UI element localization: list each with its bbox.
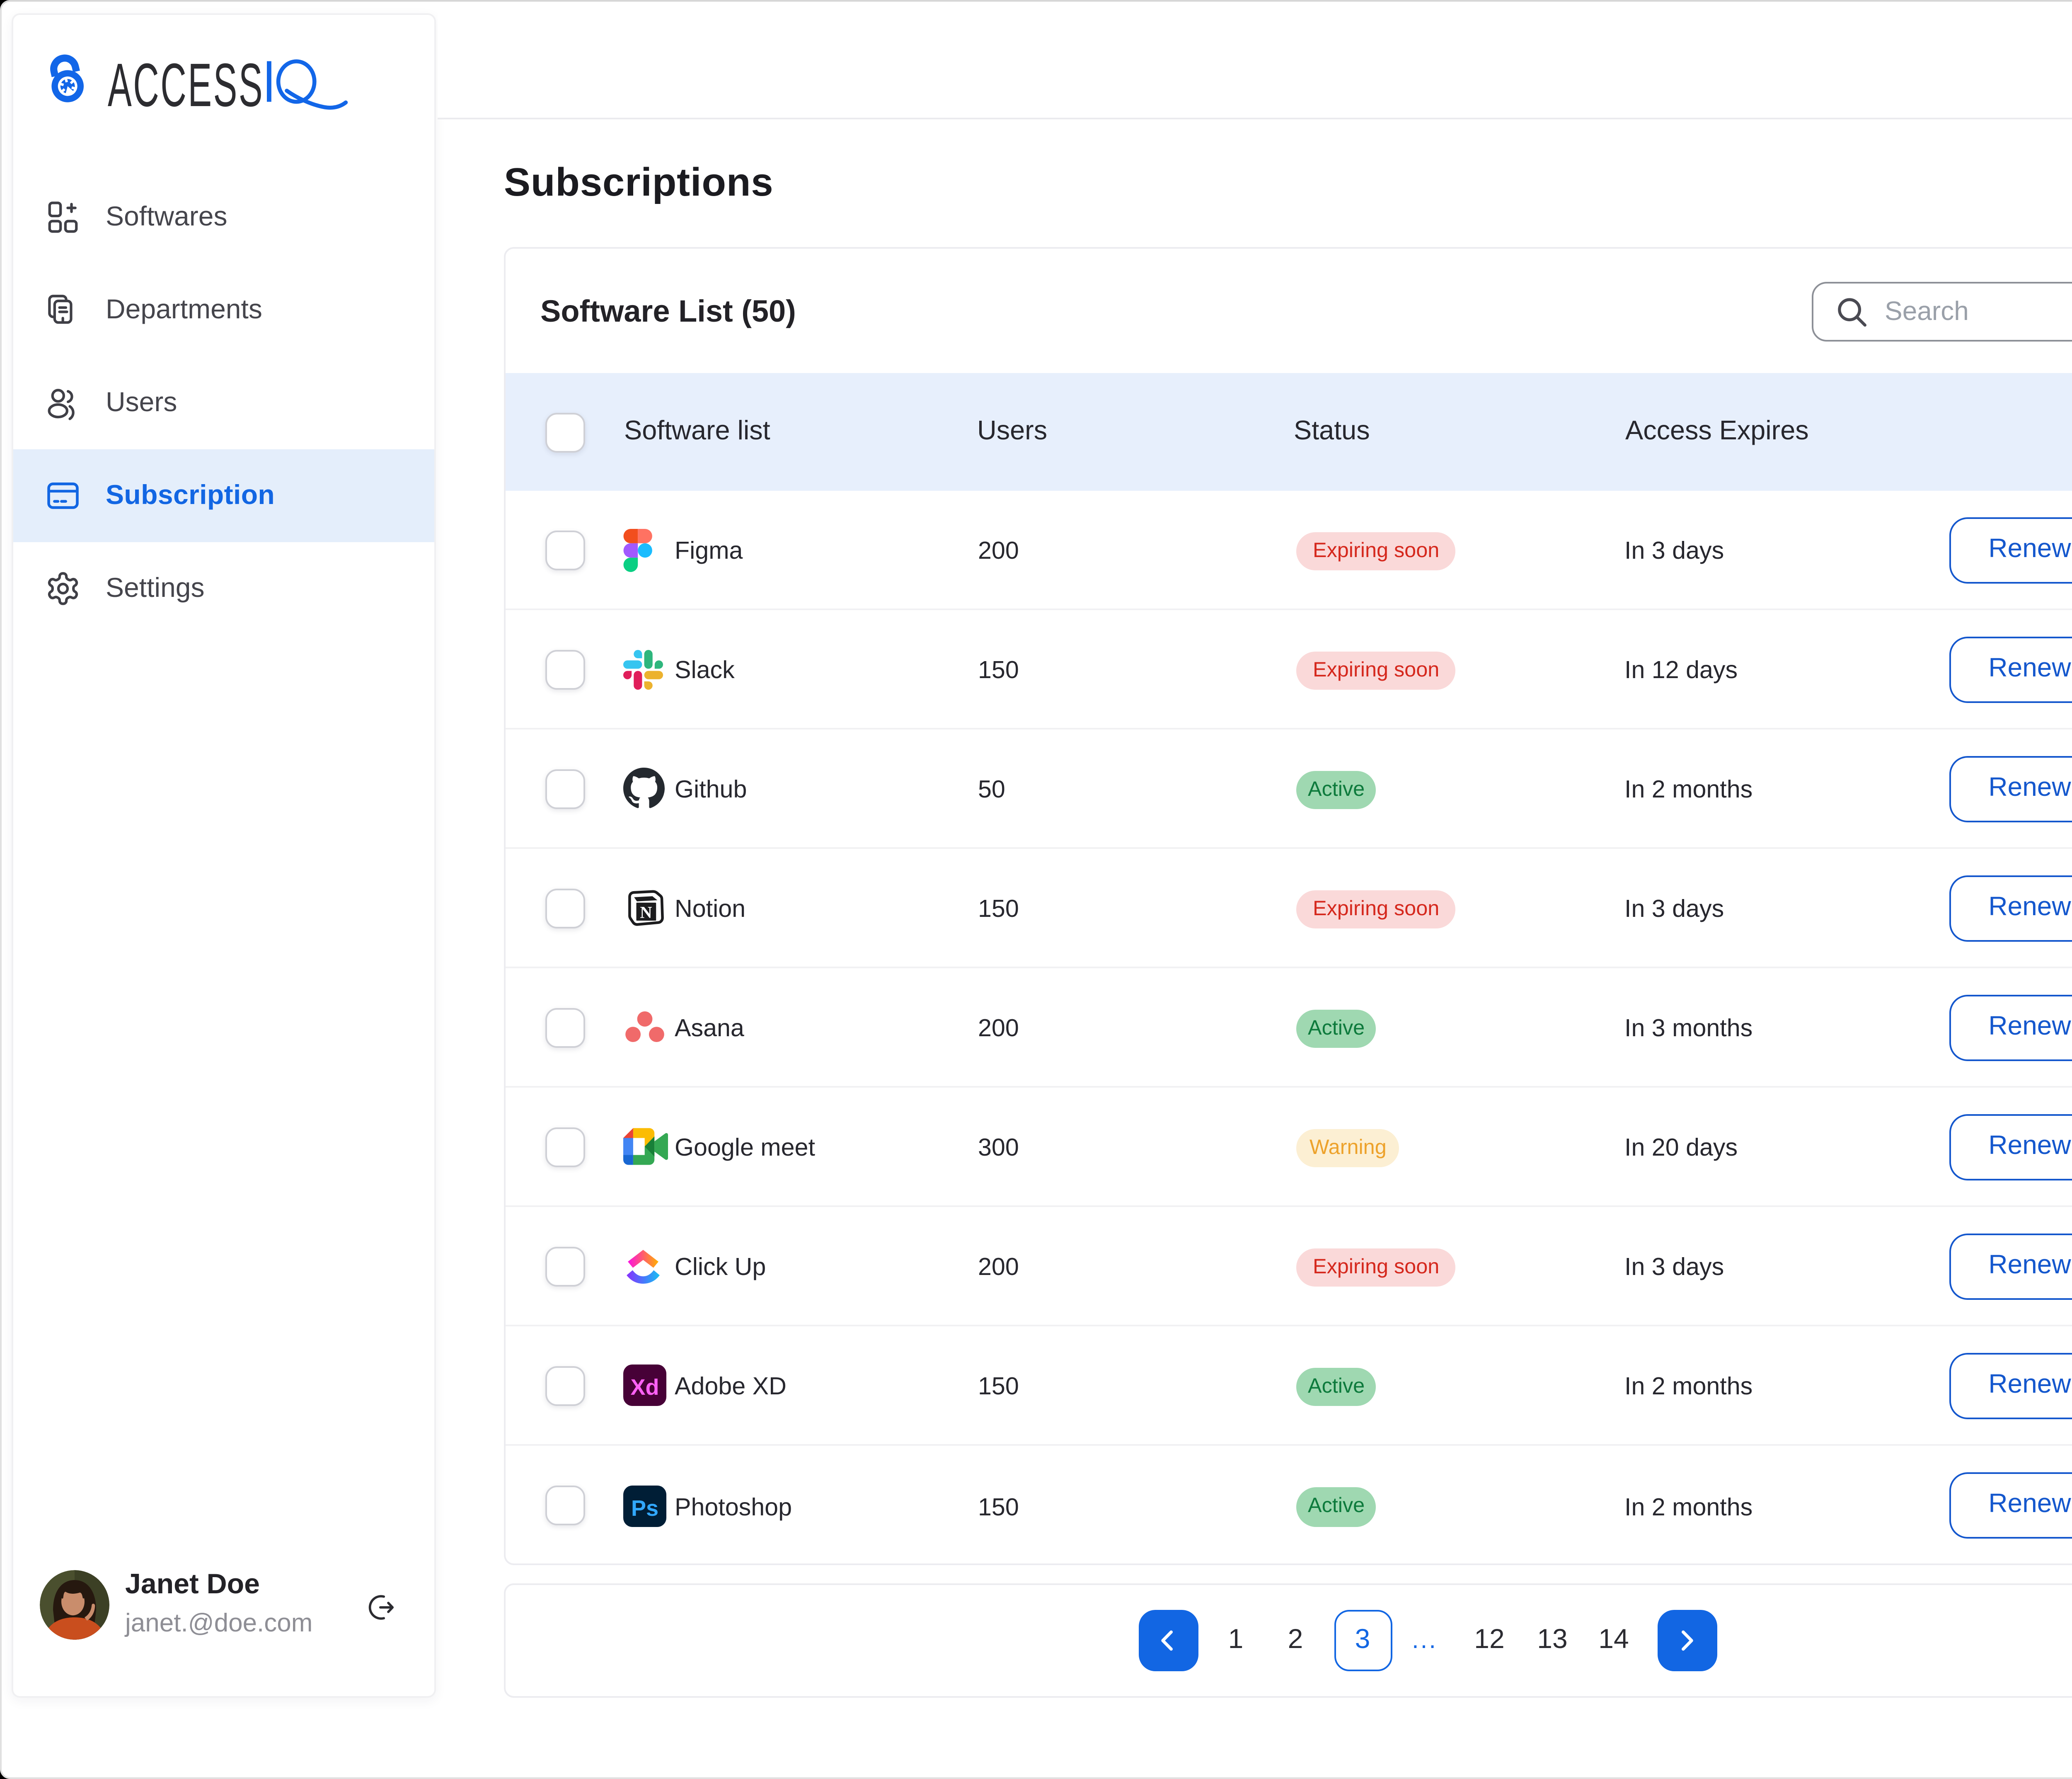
svg-text:Ps: Ps [631, 1495, 658, 1520]
svg-text:N: N [640, 903, 652, 922]
svg-text:ACCESS: ACCESS [108, 51, 264, 119]
svg-text:Xd: Xd [630, 1375, 659, 1400]
